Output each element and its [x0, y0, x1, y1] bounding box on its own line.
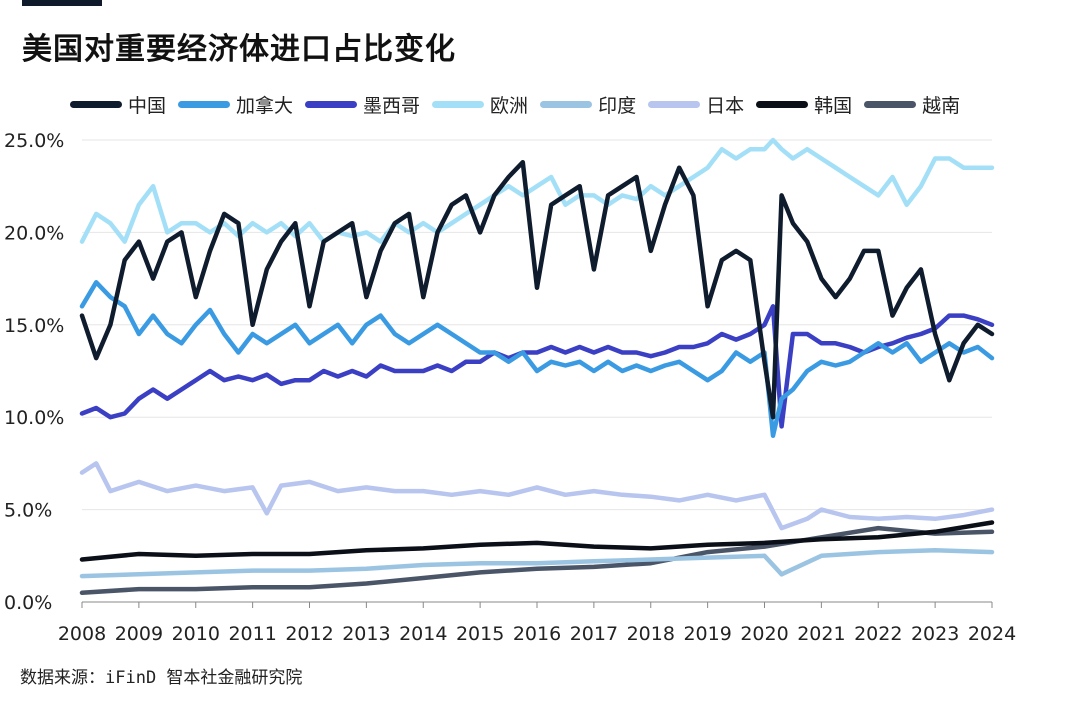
x-tick-label: 2009 [115, 623, 163, 645]
x-tick-label: 2024 [968, 623, 1016, 645]
x-tick-label: 2019 [683, 623, 731, 645]
series-line-越南 [79, 525, 995, 596]
legend-swatch [540, 100, 593, 108]
legend-label: 中国 [128, 94, 167, 117]
x-tick-label: 2014 [399, 623, 447, 645]
series-line-印度 [79, 548, 995, 579]
legend-label: 印度 [598, 94, 637, 117]
x-tick-label: 2020 [740, 623, 788, 645]
source-note: 数据来源：iFinD 智本社金融研究院 [20, 668, 303, 688]
legend-swatch [432, 100, 485, 108]
series-line-中国 [79, 159, 995, 420]
x-tick-label: 2021 [797, 623, 845, 645]
x-tick-label: 2015 [456, 623, 504, 645]
legend-item: 加拿大 [178, 91, 293, 118]
legend-item: 日本 [648, 91, 744, 118]
series-line-墨西哥 [79, 304, 995, 429]
x-tick-label: 2013 [342, 623, 390, 645]
x-tick-label: 2010 [172, 623, 220, 645]
x-tick-label: 2017 [570, 623, 618, 645]
legend-item: 印度 [540, 91, 636, 118]
legend-label: 欧洲 [490, 94, 529, 117]
y-tick-label: 0.0% [4, 592, 52, 614]
legend-swatch [70, 100, 122, 108]
legend-swatch [648, 100, 701, 108]
y-tick-label: 25.0% [4, 130, 64, 152]
y-tick-label: 15.0% [4, 315, 64, 337]
series-line-韩国 [79, 520, 995, 562]
legend-swatch [178, 100, 231, 108]
legend-item: 中国 [70, 91, 166, 118]
legend-label: 韩国 [814, 94, 853, 117]
legend-label: 墨西哥 [363, 94, 421, 117]
series-line-欧洲 [79, 137, 995, 244]
x-tick-label: 2008 [58, 623, 106, 645]
legend-swatch [305, 100, 358, 108]
legend-swatch [864, 100, 917, 108]
y-tick-label: 20.0% [4, 222, 64, 244]
x-tick-label: 2018 [627, 623, 675, 645]
top-accent-bar [22, 0, 102, 6]
legend-swatch [756, 100, 809, 108]
chart-legend: 中国 加拿大 墨西哥 欧洲 印度 日本 韩国 越南 [70, 90, 972, 118]
legend-label: 日本 [706, 94, 745, 117]
series-line-加拿大 [79, 280, 995, 438]
legend-item: 欧洲 [432, 91, 528, 118]
legend-item: 墨西哥 [305, 91, 420, 118]
x-tick-label: 2011 [228, 623, 276, 645]
legend-item: 韩国 [756, 91, 852, 118]
legend-label: 加拿大 [236, 94, 294, 117]
series-line-日本 [79, 461, 995, 531]
page-title: 美国对重要经济体进口占比变化 [22, 32, 456, 67]
x-tick-label: 2022 [854, 623, 902, 645]
x-tick-label: 2016 [513, 623, 561, 645]
legend-item: 越南 [864, 91, 960, 118]
x-tick-label: 2012 [285, 623, 333, 645]
y-tick-label: 10.0% [4, 407, 64, 429]
legend-label: 越南 [922, 94, 961, 117]
x-tick-label: 2023 [911, 623, 959, 645]
y-tick-label: 5.0% [4, 500, 52, 522]
